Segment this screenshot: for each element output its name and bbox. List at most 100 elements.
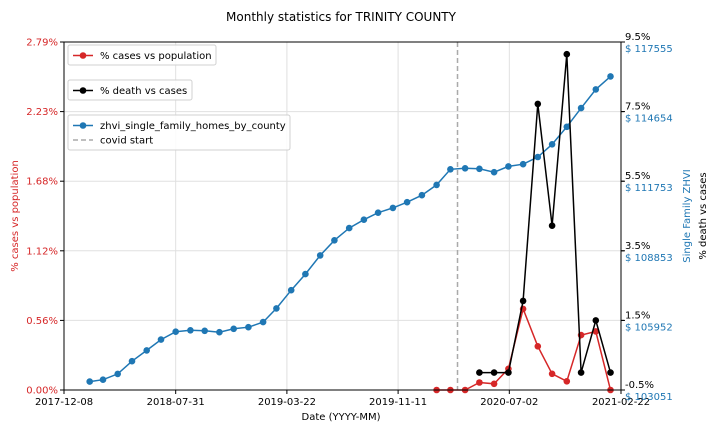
x-axis-label: Date (YYYY-MM) [302, 412, 381, 423]
legend-box-3: zhvi_single_family_homes_by_countycovid … [67, 114, 291, 151]
zhvi-point [259, 318, 267, 326]
legend-marker [79, 87, 87, 94]
legend-label: zhvi_single_family_homes_by_county [100, 121, 286, 132]
zhvi-point [461, 165, 469, 172]
zhvi-point [447, 166, 454, 173]
zhvi-point [128, 357, 136, 365]
x-tick-label: 2019-11-11 [369, 397, 427, 408]
zhvi-axis-label: Single Family ZHVI [682, 169, 693, 262]
zhvi-point [433, 181, 440, 189]
death-tick-label: 5.5% [625, 171, 650, 182]
legend: % cases vs population % death vs cases zhv… [67, 44, 291, 151]
zhvi-point [143, 347, 150, 354]
zhvi-tick-label: $ 103051 [625, 392, 673, 403]
zhvi-point [607, 73, 614, 80]
cases-line [436, 306, 612, 391]
death-point [505, 369, 512, 376]
cases-point [563, 378, 571, 385]
zhvi-tick-label: $ 114654 [625, 114, 673, 125]
zhvi-point [99, 376, 107, 384]
x-tick-label: 2021-02-22 [592, 397, 650, 408]
death-point [534, 100, 542, 108]
death-point [548, 222, 556, 229]
zhvi-point [287, 286, 295, 294]
zhvi-point [519, 160, 527, 168]
death-point [563, 50, 571, 58]
cases-point [534, 343, 542, 350]
legend-label: % death vs cases [100, 86, 187, 97]
zhvi-point [534, 153, 542, 161]
legend-frame [67, 114, 291, 151]
zhvi-tick-label: $ 117555 [625, 44, 673, 55]
death-tick-label: 7.5% [625, 102, 650, 113]
left-tick-label: 2.23% [26, 107, 58, 118]
x-tick-label: 2020-07-02 [480, 397, 538, 408]
zhvi-point [418, 191, 426, 199]
left-tick-label: 0.00% [26, 386, 58, 397]
left-tick-label: 1.68% [26, 177, 58, 188]
chart-title: Monthly statistics for TRINITY COUNTY [226, 10, 457, 24]
series-layer [86, 50, 614, 394]
zhvi-point [316, 252, 324, 259]
zhvi-point [345, 224, 353, 232]
zhvi-y-axis: $ 103051 $ 105952 $ 108853 $ 111753 $ 114654… [621, 41, 673, 403]
plot-frame [63, 41, 622, 391]
zhvi-tick-label: $ 108853 [625, 253, 673, 264]
zhvi-point [389, 204, 397, 212]
zhvi-point [476, 165, 483, 173]
death-point [577, 369, 585, 376]
legend-label: covid start [100, 136, 153, 147]
zhvi-point [201, 327, 208, 335]
death-point [607, 369, 614, 376]
left-tick-label: 0.56% [26, 316, 58, 327]
left-tick-label: 1.12% [26, 246, 58, 257]
zhvi-point [548, 141, 556, 148]
death-tick-label: 3.5% [625, 241, 650, 252]
zhvi-point [187, 327, 194, 334]
death-point [519, 297, 527, 305]
death-axis-label: % death vs cases [698, 172, 709, 259]
series-cases [433, 305, 614, 394]
zhvi-point [592, 86, 600, 93]
legend-label: % cases vs population [100, 51, 212, 62]
death-y-axis: -0.5% 1.5% 3.5% 5.5% 7.5% 9.5% [621, 32, 654, 391]
zhvi-point [577, 104, 585, 112]
zhvi-point [114, 370, 121, 378]
zhvi-point [230, 325, 237, 333]
zhvi-point [273, 305, 280, 312]
legend-box-2: % death vs cases [67, 79, 193, 101]
zhvi-point [216, 328, 223, 336]
zhvi-point [563, 123, 571, 131]
legend-frame [67, 79, 193, 101]
legend-frame [67, 44, 217, 66]
cases-point [490, 380, 498, 388]
series-death [476, 50, 614, 376]
death-point [592, 317, 600, 324]
death-point [476, 369, 483, 376]
death-point [490, 369, 498, 376]
left-axis-label: % cases vs population [10, 160, 21, 272]
x-tick-label: 2019-03-22 [258, 397, 316, 408]
death-line [479, 54, 612, 374]
x-tick-label: 2018-07-31 [147, 397, 205, 408]
left-tick-label: 2.79% [26, 38, 58, 49]
zhvi-point [360, 216, 368, 223]
zhvi-point [374, 209, 382, 216]
legend-marker [79, 52, 87, 59]
x-axis: 2017-12-08 2018-07-31 2019-03-22 2019-11-11… [35, 390, 650, 408]
cases-point [476, 379, 483, 386]
zhvi-point [86, 378, 93, 385]
death-tick-label: 9.5% [625, 32, 650, 43]
zhvi-point [403, 198, 411, 206]
cases-point [592, 328, 600, 335]
left-y-axis: 0.00% 0.56% 1.12% 1.68% 2.23% 2.79% [26, 38, 64, 397]
zhvi-tick-label: $ 105952 [625, 322, 673, 333]
series-zhvi [86, 73, 614, 385]
death-tick-label: 1.5% [625, 310, 650, 321]
zhvi-tick-label: $ 111753 [625, 183, 673, 194]
zhvi-point [302, 270, 309, 278]
death-tick-label: -0.5% [625, 380, 654, 391]
zhvi-point [172, 328, 179, 336]
zhvi-point [157, 336, 165, 343]
